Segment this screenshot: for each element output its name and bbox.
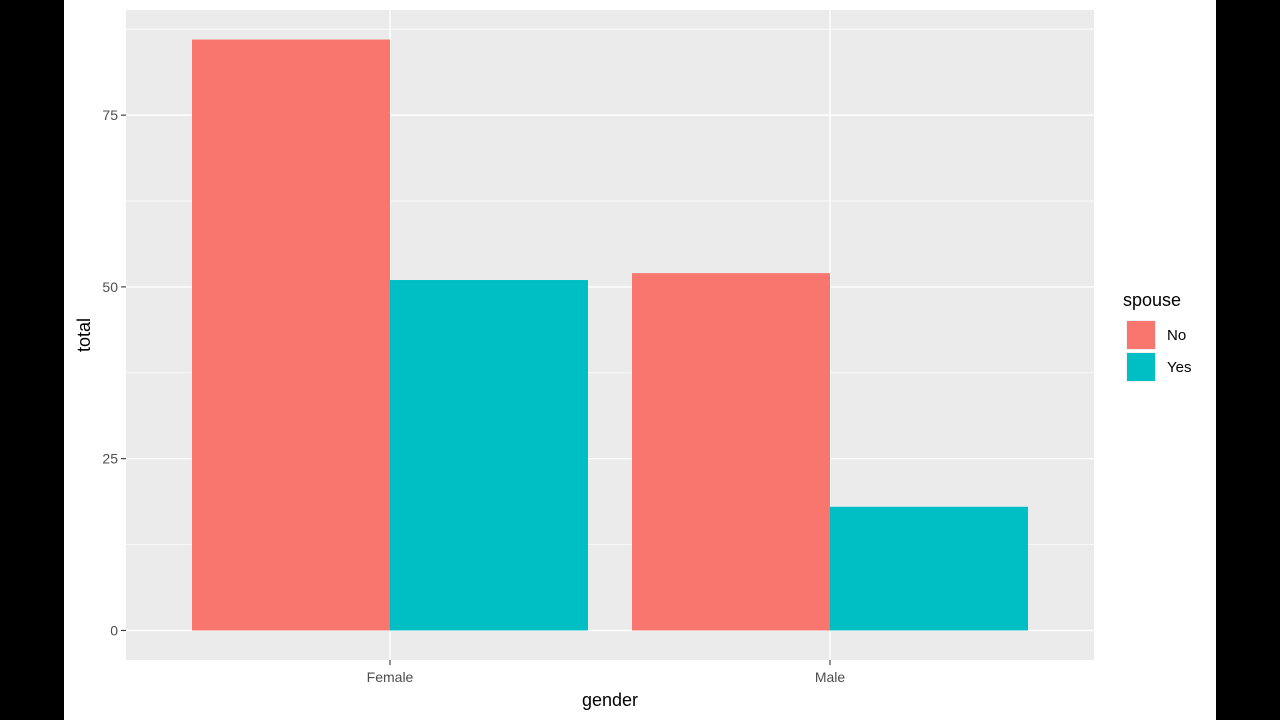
y-axis-title: total <box>74 318 94 352</box>
y-tick-label: 0 <box>110 622 118 638</box>
x-tick-label: Female <box>367 669 414 685</box>
y-tick-label: 50 <box>102 279 118 295</box>
bar-chart: 0 25 50 75 Female Male gender total spouse N… <box>74 10 1191 710</box>
x-axis-title: gender <box>582 690 638 710</box>
chart-figure: 0 25 50 75 Female Male gender total spouse N… <box>64 0 1216 720</box>
x-tick-label: Male <box>815 669 846 685</box>
legend-swatch-no <box>1127 321 1155 349</box>
bars <box>192 39 1028 631</box>
legend-title: spouse <box>1123 290 1181 310</box>
y-tick-label: 25 <box>102 451 118 467</box>
legend-label-yes: Yes <box>1167 359 1191 376</box>
legend-swatch-yes <box>1127 353 1155 381</box>
bar-female-yes <box>390 280 588 631</box>
legend: spouse No Yes <box>1123 290 1191 382</box>
x-axis: Female Male <box>367 660 846 685</box>
bar-female-no <box>192 39 390 631</box>
bar-male-no <box>632 273 830 631</box>
y-tick-label: 75 <box>102 107 118 123</box>
legend-label-no: No <box>1167 327 1186 344</box>
bar-male-yes <box>830 506 1028 631</box>
y-axis: 0 25 50 75 <box>102 107 126 638</box>
